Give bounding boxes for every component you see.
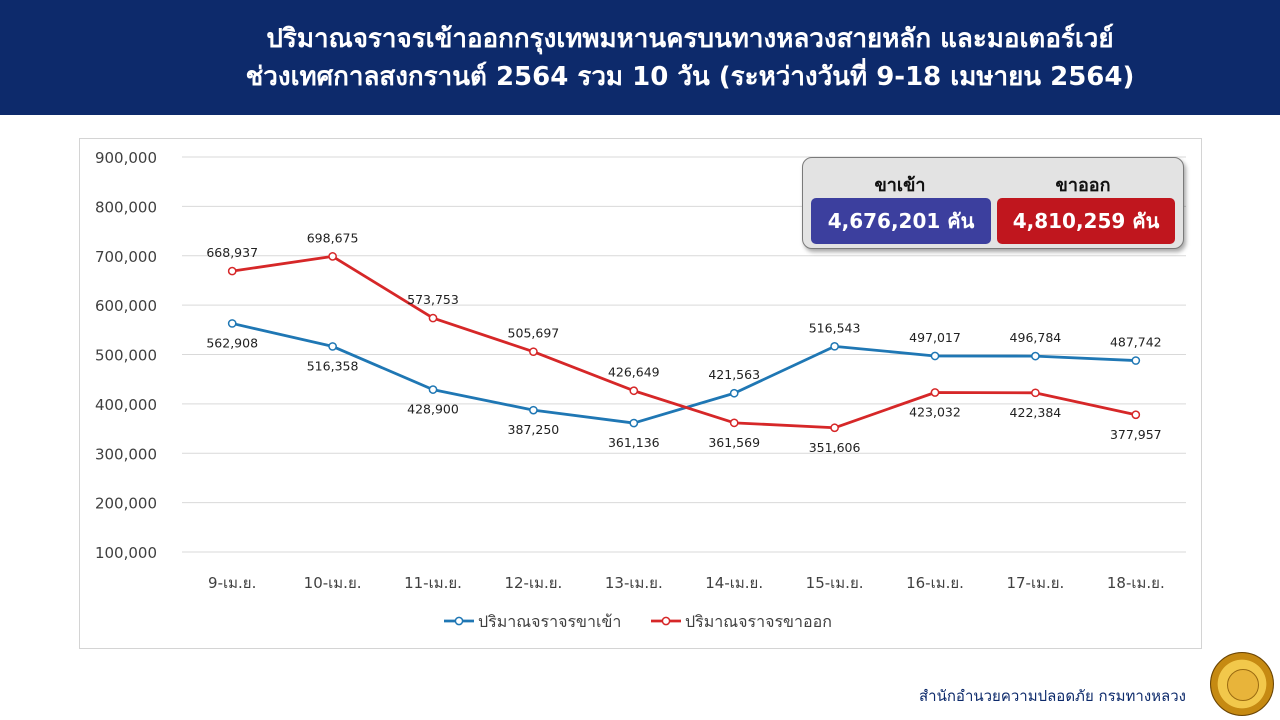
outbound-data-point [227, 266, 237, 276]
x-tick-label: 10-เม.ย. [304, 574, 362, 592]
x-tick-label: 18-เม.ย. [1107, 574, 1165, 592]
x-tick-label: 12-เม.ย. [504, 574, 562, 592]
x-tick-label: 11-เม.ย. [404, 574, 462, 592]
inbound-data-point [1131, 356, 1141, 365]
inbound-data-point [1031, 351, 1040, 361]
inbound-data-label: 421,563 [708, 367, 760, 382]
outbound-data-point [529, 347, 538, 357]
inbound-data-label: 487,742 [1110, 335, 1162, 350]
inbound-data-label: 428,900 [407, 402, 459, 417]
inbound-data-label: 497,017 [909, 330, 961, 345]
outbound-data-point [1031, 388, 1040, 398]
department-seal-icon [1210, 652, 1274, 716]
inbound-data-label: 516,358 [307, 358, 359, 373]
outbound-data-label: 351,606 [809, 440, 861, 455]
inbound-data-point [830, 341, 839, 351]
header-banner: ปริมาณจราจรเข้าออกกรุงเทพมหานครบนทางหลวง… [0, 0, 1280, 115]
inbound-data-point [930, 351, 940, 361]
outbound-total-label: ขาออก [1055, 175, 1111, 196]
x-tick-label: 17-เม.ย. [1006, 574, 1064, 592]
y-tick-label: 200,000 [95, 495, 157, 513]
inbound-data-point [529, 405, 538, 415]
y-tick-label: 900,000 [95, 149, 157, 167]
outbound-data-label: 361,569 [708, 435, 760, 450]
inbound-data-label: 387,250 [508, 422, 560, 437]
y-tick-label: 800,000 [95, 198, 157, 216]
inbound-total-value: 4,676,201 คัน [811, 198, 991, 244]
y-tick-label: 700,000 [95, 248, 157, 266]
inbound-data-point [428, 385, 438, 394]
outbound-data-label: 423,032 [909, 405, 961, 420]
legend-outbound-label: ปริมาณจราจรขาออก [685, 612, 832, 631]
legend-inbound-marker [454, 616, 464, 626]
outbound-data-point [428, 313, 438, 323]
x-tick-label: 16-เม.ย. [906, 574, 964, 592]
outbound-data-point [830, 423, 839, 433]
y-tick-label: 100,000 [95, 544, 157, 562]
inbound-data-point [629, 418, 639, 428]
y-tick-label: 600,000 [95, 297, 157, 315]
inbound-data-label: 516,543 [809, 320, 861, 335]
x-tick-label: 9-เม.ย. [208, 574, 256, 592]
legend-inbound-label: ปริมาณจราจรขาเข้า [478, 612, 621, 631]
summary-box: ขาเข้า ขาออก 4,676,201 คัน 4,810,259 คัน [802, 157, 1184, 249]
inbound-data-point [328, 342, 337, 351]
page-title-line1: ปริมาณจราจรเข้าออกกรุงเทพมหานครบนทางหลวง… [266, 24, 1114, 54]
outbound-data-point [729, 418, 739, 428]
inbound-data-label: 562,908 [206, 335, 258, 350]
y-tick-label: 400,000 [95, 396, 157, 414]
inbound-data-point [729, 388, 739, 398]
inbound-total-label: ขาเข้า [874, 175, 926, 196]
outbound-data-point [1131, 410, 1141, 420]
outbound-data-label: 698,675 [307, 230, 359, 245]
outbound-data-point [629, 386, 639, 396]
x-tick-label: 14-เม.ย. [705, 574, 763, 592]
outbound-data-label: 505,697 [508, 326, 560, 341]
outbound-data-label: 573,753 [407, 292, 459, 307]
outbound-data-point [930, 388, 940, 397]
inbound-data-label: 361,136 [608, 435, 660, 450]
page-title-line2: ช่วงเทศกาลสงกรานต์ 2564 รวม 10 วัน (ระหว… [245, 62, 1135, 92]
outbound-data-point [328, 252, 337, 261]
outbound-data-label: 377,957 [1110, 427, 1162, 442]
outbound-data-label: 426,649 [608, 365, 660, 380]
y-tick-label: 500,000 [95, 347, 157, 365]
outbound-series-line [231, 255, 1137, 430]
x-tick-label: 15-เม.ย. [806, 574, 864, 592]
y-tick-label: 300,000 [95, 445, 157, 463]
inbound-data-point [227, 319, 237, 328]
legend-outbound-marker [661, 616, 671, 626]
x-tick-label: 13-เม.ย. [605, 574, 663, 592]
outbound-data-label: 668,937 [206, 245, 258, 260]
outbound-total-value: 4,810,259 คัน [997, 198, 1175, 244]
outbound-data-label: 422,384 [1010, 405, 1062, 420]
inbound-data-label: 496,784 [1010, 330, 1062, 345]
footer-credit: สำนักอำนวยความปลอดภัย กรมทางหลวง [919, 687, 1186, 705]
